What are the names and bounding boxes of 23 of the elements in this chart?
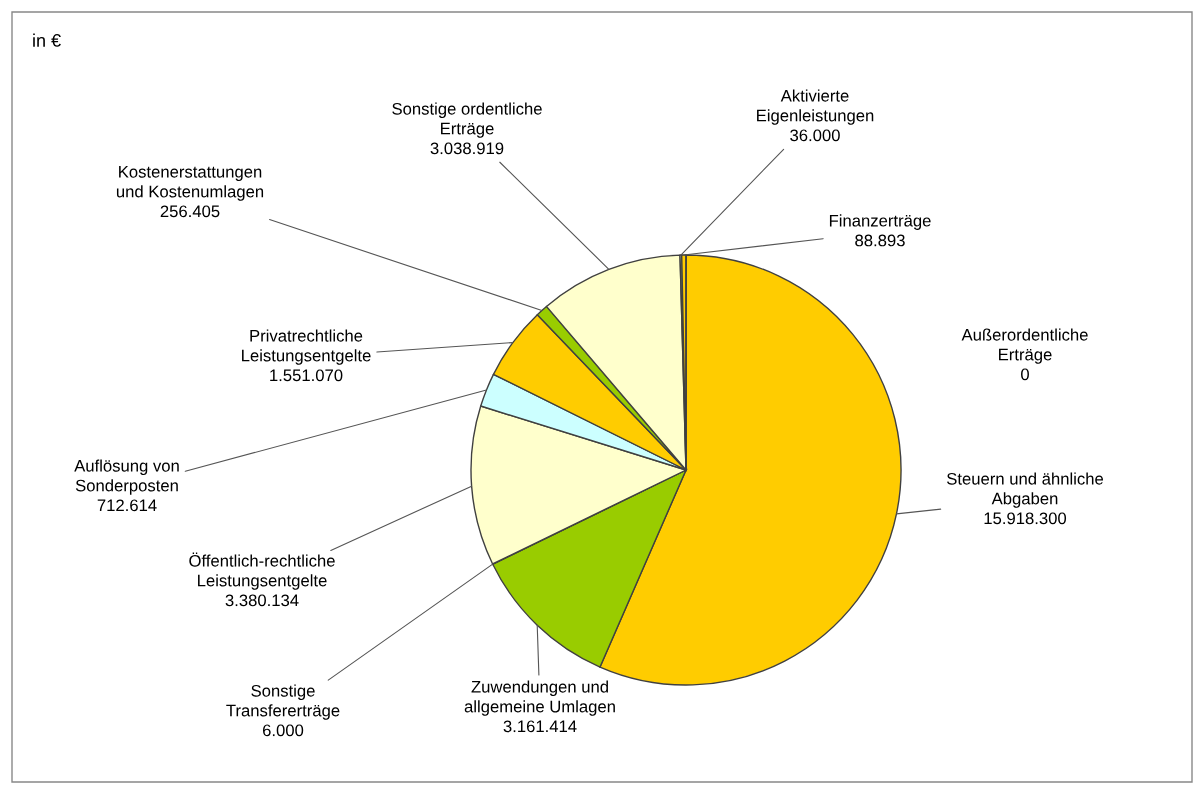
data-label: 3.380.134 [225,594,299,607]
slice-label: Sonstige ordentliche Erträge [392,102,542,138]
slice-label: Auflösung von Sonderposten [74,459,179,495]
data-label: 6.000 [262,724,304,737]
data-label: 15.918.300 [984,512,1067,525]
data-label: 88.893 [855,234,905,247]
slice-label: Steuern und ähnliche Abgaben [947,472,1104,508]
slice-label: Sonstige Transfererträge [226,684,340,720]
slice-label: Privatrechtliche Leistungsentgelte [242,329,371,365]
slice-label: Finanzerträge [829,214,931,230]
category-label: Außerordentliche Erträge [961,328,1088,364]
slice-label: Kostenerstattungen und Kostenumlagen [116,166,264,201]
slice-label: Zuwendungen und allgemeine Umlagen [464,680,615,716]
text: 0 [1021,368,1029,381]
data-label: 36.000 [790,129,840,142]
data-label: 256.405 [160,205,220,218]
data-label: 712.614 [97,499,157,512]
data-label: 1.551.070 [270,369,343,382]
slice-label: Öffentlich-rechtliche Leistungsentgelte [189,552,335,590]
chart-title: in € [33,33,61,47]
data-label: 3.038.919 [430,142,504,155]
data-label: 3.161.414 [503,720,577,733]
slice-label: Aktivierte Eigenleistungen [757,89,874,125]
